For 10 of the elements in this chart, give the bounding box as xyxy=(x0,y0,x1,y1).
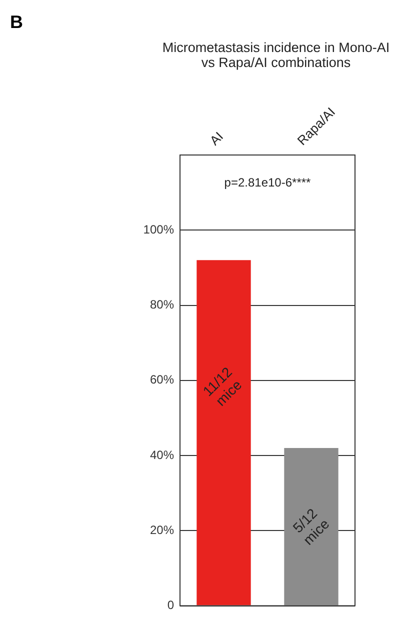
y-tick-label: 40% xyxy=(150,448,174,462)
annotation: p=2.81e10-6**** xyxy=(224,175,312,190)
y-tick-label: 60% xyxy=(150,372,174,387)
y-tick-label: 0 xyxy=(167,598,174,612)
text: B xyxy=(10,12,23,33)
y-tick-label: 80% xyxy=(150,298,174,312)
y-tick-label: 100% xyxy=(143,222,174,236)
x-tick-label: AI xyxy=(206,128,226,148)
y-tick-label: 20% xyxy=(150,522,174,537)
chart-title: Micrometastasis incidence in Mono-AI vs Rapa/AI combinations xyxy=(161,40,391,70)
